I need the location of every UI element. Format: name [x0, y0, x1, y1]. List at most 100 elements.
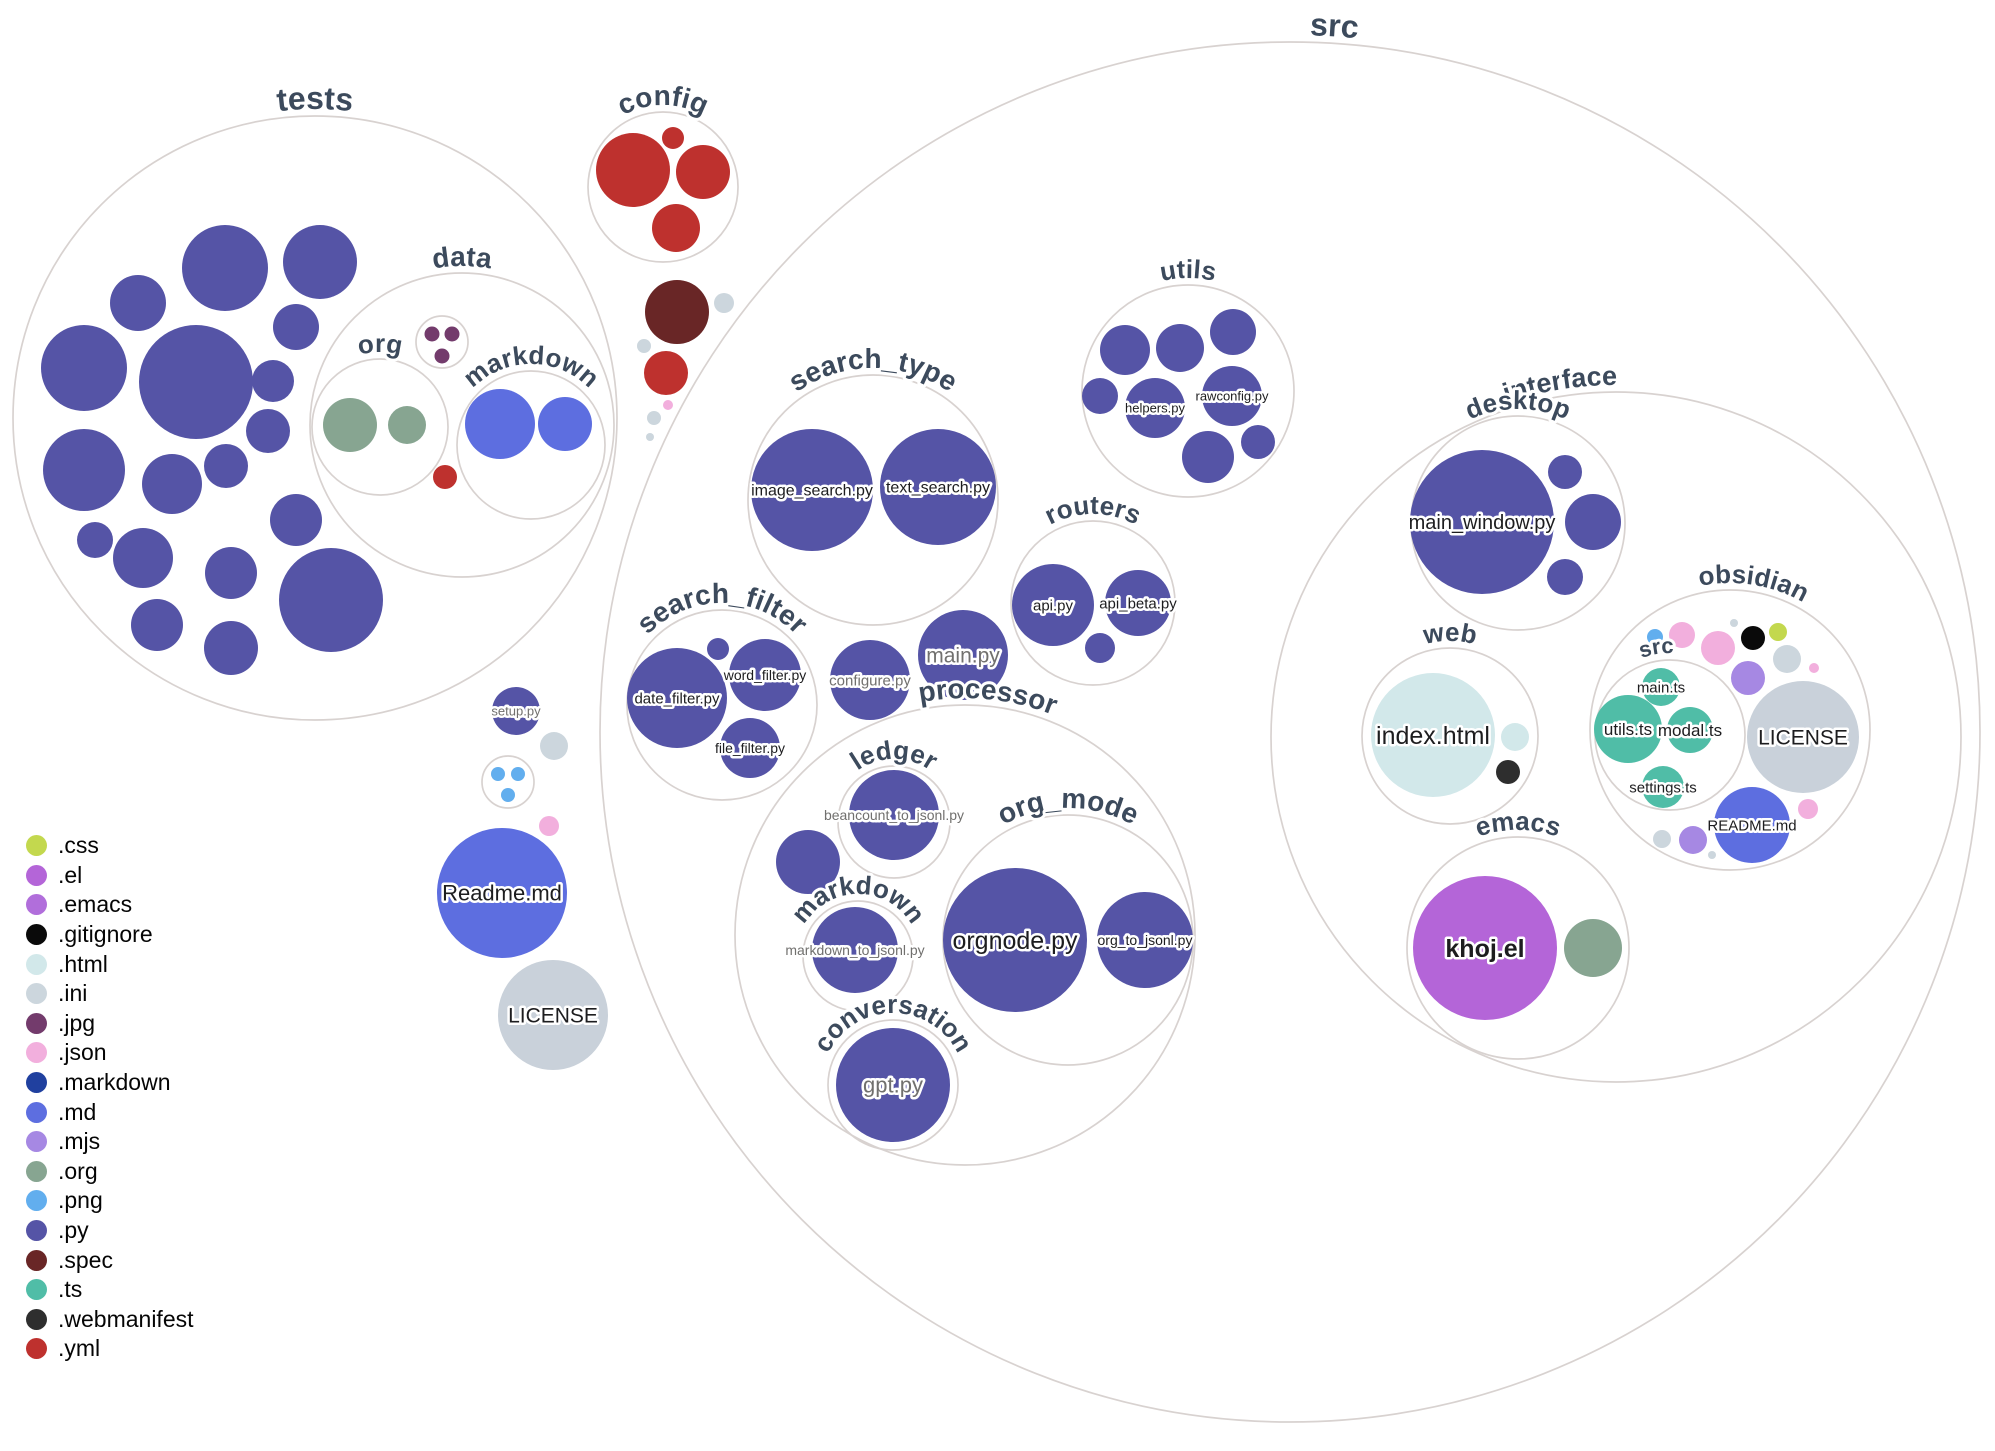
file-circle[interactable]	[142, 454, 202, 514]
file-circle[interactable]	[1653, 830, 1671, 848]
file-circle[interactable]	[77, 522, 113, 558]
file-circle[interactable]	[424, 326, 440, 342]
file-circle[interactable]	[1241, 425, 1275, 459]
file-circle[interactable]	[1156, 324, 1204, 372]
file-circle-khoj.el[interactable]	[1413, 876, 1557, 1020]
file-circle[interactable]	[444, 326, 460, 342]
file-circle-index.html[interactable]	[1371, 673, 1495, 797]
file-circle[interactable]	[714, 293, 734, 313]
file-circle[interactable]	[323, 398, 377, 452]
file-circle[interactable]	[1809, 663, 1819, 673]
file-circle-beancount_to_jsonl.py[interactable]	[849, 770, 939, 860]
file-circle[interactable]	[131, 599, 183, 651]
file-circle-main.py[interactable]	[918, 610, 1008, 700]
file-circle[interactable]	[182, 225, 268, 311]
folder-circle-ledger[interactable]	[837, 765, 951, 879]
file-circle[interactable]	[501, 788, 515, 802]
file-circle-main_window.py[interactable]	[1410, 450, 1554, 594]
file-circle-rawconfig.py[interactable]	[1202, 366, 1262, 426]
file-circle[interactable]	[434, 348, 450, 364]
file-circle[interactable]	[1565, 494, 1621, 550]
file-circle[interactable]	[1547, 559, 1583, 595]
folder-circle-web[interactable]	[1361, 647, 1539, 825]
file-circle[interactable]	[1085, 633, 1115, 663]
file-circle[interactable]	[465, 389, 535, 459]
file-circle[interactable]	[538, 397, 592, 451]
file-circle[interactable]	[663, 400, 673, 410]
file-circle-setup.py[interactable]	[492, 687, 540, 735]
file-circle[interactable]	[388, 406, 426, 444]
file-circle[interactable]	[662, 127, 684, 149]
file-circle-file_filter.py[interactable]	[720, 718, 780, 778]
file-circle[interactable]	[279, 548, 383, 652]
file-circle[interactable]	[433, 465, 457, 489]
file-circle-utils.ts[interactable]	[1594, 695, 1662, 763]
folder-circle-org[interactable]	[311, 358, 449, 496]
file-circle[interactable]	[1701, 631, 1735, 665]
file-circle[interactable]	[511, 767, 525, 781]
file-circle[interactable]	[43, 429, 125, 511]
file-circle[interactable]	[1100, 325, 1150, 375]
file-circle[interactable]	[1669, 622, 1695, 648]
file-circle[interactable]	[1798, 799, 1818, 819]
file-circle[interactable]	[539, 816, 559, 836]
folder-circle-config[interactable]	[587, 111, 739, 263]
folder-circle-unnamed[interactable]	[481, 755, 535, 809]
file-circle-image_search.py[interactable]	[751, 429, 873, 551]
file-circle[interactable]	[283, 225, 357, 299]
file-circle-LICENSE[interactable]	[1747, 681, 1859, 793]
file-circle[interactable]	[41, 325, 127, 411]
folder-circle-obsidian[interactable]	[1589, 589, 1871, 871]
file-circle-README.md[interactable]	[1714, 787, 1790, 863]
file-circle[interactable]	[1548, 455, 1582, 489]
file-circle-configure.py[interactable]	[830, 640, 910, 720]
file-circle[interactable]	[252, 360, 294, 402]
folder-circle-data[interactable]	[309, 272, 615, 578]
file-circle[interactable]	[676, 145, 730, 199]
file-circle[interactable]	[270, 494, 322, 546]
folder-circle-src[interactable]	[599, 41, 1981, 1423]
file-circle[interactable]	[1564, 919, 1622, 977]
file-circle[interactable]	[707, 638, 729, 660]
folder-circle-conversation[interactable]	[827, 1019, 959, 1151]
file-circle-LICENSE[interactable]	[498, 960, 608, 1070]
file-circle[interactable]	[491, 767, 505, 781]
file-circle[interactable]	[113, 528, 173, 588]
folder-circle-interface[interactable]	[1270, 391, 1962, 1083]
file-circle[interactable]	[1769, 623, 1787, 641]
file-circle-markdown_to_jsonl.py[interactable]	[812, 907, 898, 993]
file-circle-gpt.py[interactable]	[836, 1028, 950, 1142]
file-circle[interactable]	[246, 409, 290, 453]
file-circle[interactable]	[204, 444, 248, 488]
folder-circle-tests[interactable]	[12, 115, 618, 721]
file-circle-api.py[interactable]	[1012, 564, 1094, 646]
file-circle[interactable]	[652, 204, 700, 252]
file-circle-date_filter.py[interactable]	[627, 648, 727, 748]
file-circle-settings.ts[interactable]	[1642, 766, 1684, 808]
folder-circle-processor[interactable]	[734, 704, 1196, 1166]
file-circle[interactable]	[1679, 826, 1707, 854]
file-circle-helpers.py[interactable]	[1125, 378, 1185, 438]
file-circle-text_search.py[interactable]	[880, 429, 996, 545]
file-circle[interactable]	[1773, 645, 1801, 673]
folder-circle-unnamed[interactable]	[415, 315, 469, 369]
file-circle-orgnode.py[interactable]	[943, 868, 1087, 1012]
folder-circle-markdown[interactable]	[802, 900, 914, 1012]
folder-circle-emacs[interactable]	[1406, 836, 1630, 1060]
file-circle[interactable]	[1082, 378, 1118, 414]
file-circle[interactable]	[1741, 626, 1765, 650]
file-circle[interactable]	[204, 621, 258, 675]
folder-circle-routers[interactable]	[1010, 520, 1176, 686]
folder-circle-markdown[interactable]	[456, 370, 606, 520]
file-circle[interactable]	[1210, 309, 1256, 355]
file-circle[interactable]	[1501, 723, 1529, 751]
file-circle[interactable]	[645, 280, 709, 344]
file-circle[interactable]	[637, 339, 651, 353]
file-circle-Readme.md[interactable]	[437, 828, 567, 958]
folder-circle-search_type[interactable]	[747, 374, 999, 626]
file-circle-main.ts[interactable]	[1642, 668, 1680, 706]
file-circle[interactable]	[776, 830, 840, 894]
file-circle[interactable]	[540, 732, 568, 760]
file-circle[interactable]	[110, 275, 166, 331]
file-circle[interactable]	[596, 133, 670, 207]
